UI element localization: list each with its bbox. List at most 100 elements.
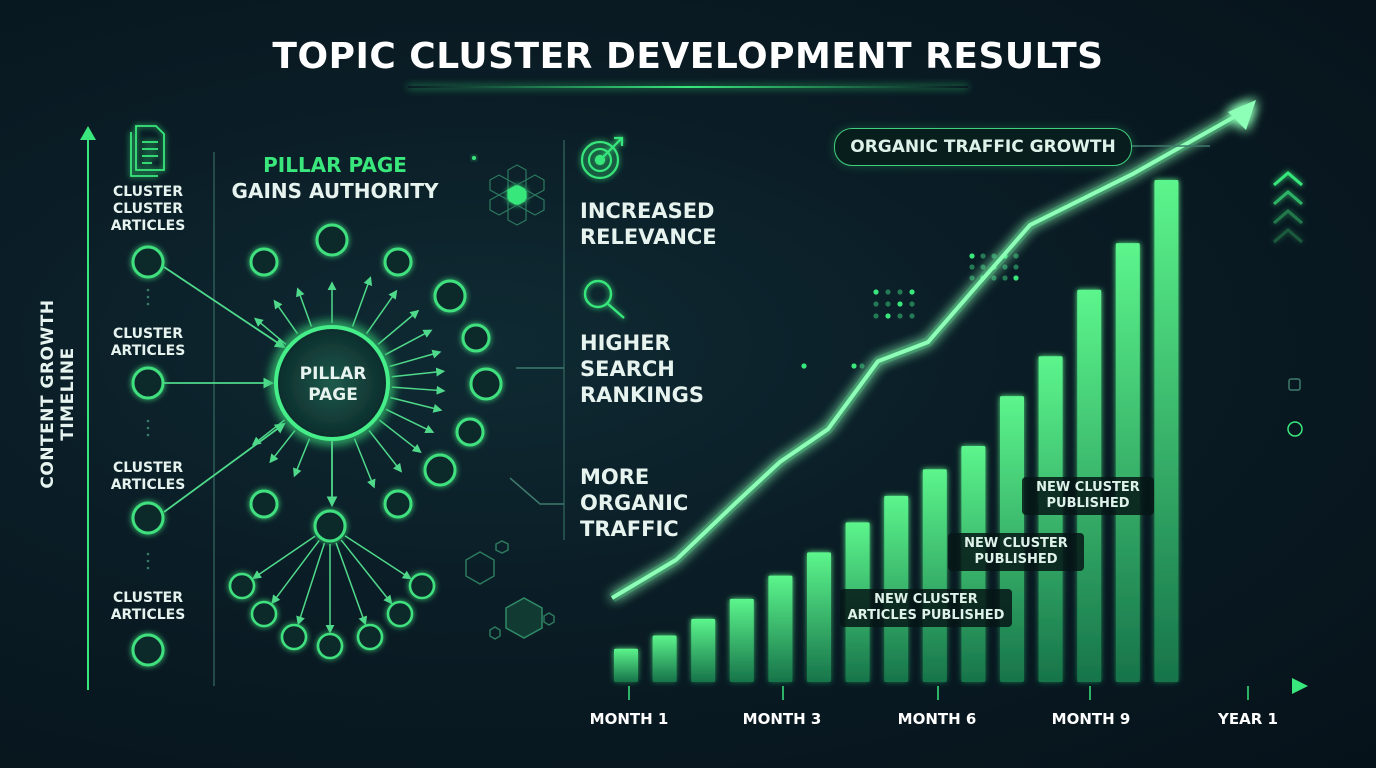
decor-dot xyxy=(885,301,891,307)
traffic-chart xyxy=(609,100,1256,700)
bar xyxy=(1154,180,1179,682)
decor-dot xyxy=(859,363,865,369)
bar xyxy=(807,552,831,682)
pillar-spoke xyxy=(391,385,446,395)
pillar-spoke xyxy=(377,309,420,346)
page-title: TOPIC CLUSTER DEVELOPMENT RESULTS xyxy=(272,36,1104,77)
sub-spoke xyxy=(335,542,368,626)
sub-spoke xyxy=(271,539,320,605)
pillar-spoke xyxy=(251,419,286,446)
benefit-relevance: INCREASED RELEVANCE xyxy=(580,199,717,249)
timeline-dots xyxy=(146,288,150,570)
decor-dot xyxy=(969,253,975,259)
magnifier-icon xyxy=(583,279,625,319)
cluster-label: CLUSTER ARTICLES xyxy=(110,460,186,493)
decor-dot xyxy=(909,313,915,319)
pillar-spoke xyxy=(353,438,376,489)
pillar-node xyxy=(274,325,390,441)
pillar-spoke xyxy=(389,349,442,368)
pillar-heading-line1: PILLAR PAGE xyxy=(263,153,407,177)
traffic-growth-label: ORGANIC TRAFFIC GROWTH xyxy=(834,128,1132,166)
pillar-spoke xyxy=(368,429,403,473)
pillar-spoke xyxy=(273,299,299,335)
chart-x-axis xyxy=(214,678,1308,694)
decor-dot xyxy=(1002,275,1008,281)
bar xyxy=(922,469,947,682)
ring-decoration xyxy=(1287,421,1303,437)
decor-dot xyxy=(897,289,903,295)
bar xyxy=(614,648,638,682)
decor-dot xyxy=(909,289,915,295)
pillar-outer-nodes xyxy=(249,223,503,519)
decor-dot xyxy=(980,264,986,270)
pillar-heading: PILLAR PAGE GAINS AUTHORITY xyxy=(222,152,448,204)
timeline-axis xyxy=(80,126,96,690)
hexagon-icon xyxy=(489,164,545,226)
target-icon xyxy=(580,136,624,180)
pillar-spoke xyxy=(365,289,398,335)
pillar-spoke xyxy=(351,276,373,327)
bar xyxy=(1038,356,1063,682)
pillar-spoke xyxy=(390,396,443,413)
decor-dot xyxy=(909,301,915,307)
chevron-up-icon xyxy=(1273,171,1303,244)
sub-spoke xyxy=(252,535,316,580)
pillar-node-label: PILLAR PAGE xyxy=(299,364,367,405)
pillar-spoke xyxy=(269,429,296,464)
bar xyxy=(652,635,677,682)
cluster-label: CLUSTER ARTICLES xyxy=(110,326,186,359)
pillar-spoke xyxy=(384,329,433,356)
x-tick-label: MONTH 9 xyxy=(1051,710,1131,728)
square-decoration xyxy=(1288,378,1301,391)
cluster-nodes xyxy=(131,245,165,667)
decor-dot xyxy=(969,264,975,270)
decor-dot xyxy=(885,313,891,319)
decor-dot xyxy=(1002,264,1008,270)
decor-dot xyxy=(885,289,891,295)
decor-dot xyxy=(1013,253,1019,259)
bar xyxy=(768,575,793,682)
decor-dot xyxy=(969,275,975,281)
annotation-new-cluster: NEW CLUSTER PUBLISHED xyxy=(948,533,1084,571)
x-tick-label: MONTH 1 xyxy=(589,710,669,728)
annotation-new-cluster: NEW CLUSTER PUBLISHED xyxy=(1022,477,1154,515)
decor-dot xyxy=(897,301,903,307)
pillar-spoke xyxy=(385,408,435,433)
document-icon xyxy=(130,125,165,177)
trend-line xyxy=(610,106,1251,600)
pillar-spoke xyxy=(391,367,446,378)
pillar-spoke xyxy=(293,438,311,478)
sub-pillar-node xyxy=(313,509,347,543)
cluster-label: CLUSTER ARTICLES xyxy=(110,590,186,623)
cluster-label: CLUSTER CLUSTER ARTICLES xyxy=(110,184,186,234)
trend-arrowhead xyxy=(1228,100,1256,130)
decor-dot xyxy=(980,253,986,259)
pillar-spoke xyxy=(254,317,287,346)
pillar-spoke xyxy=(378,419,422,454)
bar xyxy=(884,495,909,682)
pillar-spoke xyxy=(296,287,313,327)
decor-dot xyxy=(991,253,997,259)
decor-dot xyxy=(873,289,879,295)
sub-spoke xyxy=(296,542,326,626)
decor-dot xyxy=(851,363,857,369)
sub-cluster-nodes xyxy=(228,572,436,660)
benefit-rankings: HIGHER SEARCH RANKINGS xyxy=(580,331,705,407)
benefit-traffic: MORE ORGANIC TRAFFIC xyxy=(580,465,689,541)
sub-spoke xyxy=(344,535,412,580)
sub-spoke xyxy=(340,539,393,605)
decor-dot xyxy=(897,313,903,319)
x-tick-label: YEAR 1 xyxy=(1218,710,1278,728)
decor-dot xyxy=(801,363,807,369)
x-tick-label: MONTH 3 xyxy=(742,710,822,728)
title-underline xyxy=(408,86,968,88)
annotation-new-cluster-articles: NEW CLUSTER ARTICLES PUBLISHED xyxy=(840,589,1012,627)
bar xyxy=(1115,243,1140,682)
hexagon-decoration xyxy=(465,540,555,640)
decor-dot xyxy=(991,275,997,281)
decor-dot xyxy=(873,313,879,319)
x-tick-label: MONTH 6 xyxy=(897,710,977,728)
decor-dot xyxy=(1013,264,1019,270)
decor-dot xyxy=(1013,275,1019,281)
